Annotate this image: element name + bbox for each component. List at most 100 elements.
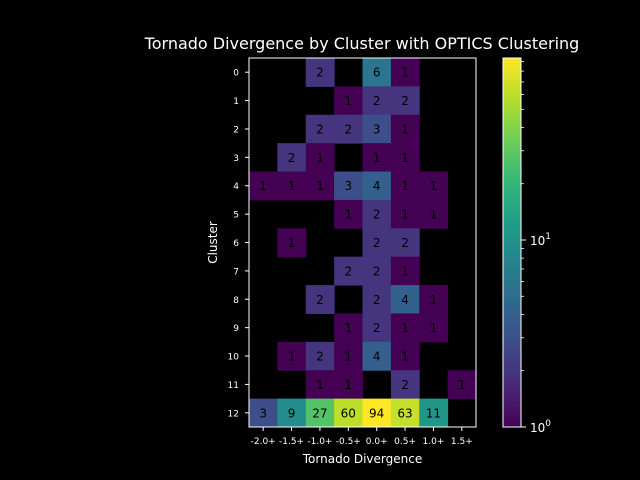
heatmap-cell xyxy=(419,398,449,428)
heatmap-cell xyxy=(277,398,307,428)
heatmap-cell xyxy=(334,398,363,428)
colorbar-gradient xyxy=(502,57,522,428)
y-tick-label: 10 xyxy=(228,353,240,363)
cell-value-label: 2 xyxy=(401,236,409,250)
y-tick-label: 9 xyxy=(233,324,239,334)
heatmap-cell xyxy=(390,86,420,116)
heatmap-cell xyxy=(334,313,363,343)
y-tick-label: 8 xyxy=(233,296,239,306)
heatmap-cell xyxy=(277,341,307,371)
cell-value-label: 2 xyxy=(373,94,381,108)
heatmap-cell xyxy=(390,313,420,343)
cell-value-label: 3 xyxy=(344,179,352,193)
heatmap-cell xyxy=(362,256,392,286)
heatmap-cell xyxy=(305,341,335,371)
cell-value-label: 1 xyxy=(344,94,352,108)
cell-value-label: 2 xyxy=(288,151,296,165)
heatmap-cell xyxy=(362,143,392,173)
heatmap-cell xyxy=(362,285,392,314)
cell-value-label: 1 xyxy=(316,378,324,392)
cell-value-label: 1 xyxy=(401,208,409,222)
cell-value-label: 1 xyxy=(288,350,296,364)
heatmap-cell xyxy=(305,370,335,400)
heatmap-cell xyxy=(419,171,449,201)
cell-value-label: 63 xyxy=(397,406,412,420)
cell-value-label: 2 xyxy=(373,208,381,222)
cell-value-label: 2 xyxy=(344,122,352,136)
cell-value-label: 1 xyxy=(401,264,409,278)
heatmap-cell xyxy=(390,256,420,286)
heatmap-cell xyxy=(419,285,449,314)
cell-value-label: 1 xyxy=(458,378,466,392)
heatmap-cell xyxy=(305,143,335,173)
heatmap-cell xyxy=(362,86,392,116)
cell-value-label: 2 xyxy=(316,122,324,136)
heatmap-cell xyxy=(362,58,392,87)
heatmap-cell xyxy=(305,171,335,201)
heatmap-cell xyxy=(390,285,420,314)
heatmap-cell xyxy=(447,370,477,400)
heatmap-cell xyxy=(390,341,420,371)
x-tick-label: -1.0+ xyxy=(307,437,332,447)
x-axis-label: Tornado Divergence xyxy=(302,452,422,466)
cell-value-label: 1 xyxy=(344,378,352,392)
heatmap-cell xyxy=(334,256,363,286)
cell-value-label: 4 xyxy=(373,350,381,364)
heatmap-cell xyxy=(362,199,392,229)
x-tick-label: -1.5+ xyxy=(279,437,304,447)
cell-value-label: 3 xyxy=(259,406,267,420)
heatmap-cell xyxy=(362,398,392,428)
x-tick-label: 0.5+ xyxy=(394,437,416,447)
cell-value-label: 1 xyxy=(316,179,324,193)
x-tick-label: -2.0+ xyxy=(251,437,276,447)
y-tick-label: 7 xyxy=(233,267,239,277)
x-axis-ticks: -2.0+ -1.5+ -1.0+ -0.5+ 0.0+ 0.5+ 1.0+ 1.5+ xyxy=(251,427,473,447)
x-tick-label: 0.0+ xyxy=(366,437,388,447)
heatmap-cell xyxy=(334,370,363,400)
cell-value-label: 1 xyxy=(259,179,267,193)
heatmap-cell xyxy=(334,114,363,144)
heatmap-cell xyxy=(390,114,420,144)
heatmap-cell xyxy=(249,398,278,428)
y-tick-label: 0 xyxy=(233,69,239,79)
cell-value-label: 1 xyxy=(344,350,352,364)
heatmap-cell xyxy=(390,228,420,258)
x-tick-label: 1.5+ xyxy=(451,437,473,447)
heatmap-cell xyxy=(277,143,307,173)
cell-value-label: 94 xyxy=(369,406,384,420)
y-tick-label: 6 xyxy=(233,239,239,249)
cell-value-label: 1 xyxy=(373,151,381,165)
cell-value-label: 9 xyxy=(288,406,296,420)
y-tick-label: 2 xyxy=(233,125,239,135)
heatmap-cell xyxy=(362,114,392,144)
heatmap-cell xyxy=(305,285,335,314)
cell-value-label: 2 xyxy=(316,350,324,364)
x-tick-label: -0.5+ xyxy=(336,437,361,447)
heatmap-cell xyxy=(277,228,307,258)
cell-value-label: 1 xyxy=(401,66,409,80)
y-axis-label: Cluster xyxy=(206,221,220,264)
cell-value-label: 1 xyxy=(401,151,409,165)
heatmap-cell xyxy=(305,58,335,87)
cell-value-label: 4 xyxy=(401,293,409,307)
cell-value-label: 11 xyxy=(426,406,441,420)
cell-value-label: 6 xyxy=(373,66,381,80)
cell-value-label: 1 xyxy=(316,151,324,165)
cell-value-label: 1 xyxy=(401,179,409,193)
heatmap-cell xyxy=(362,171,392,201)
heatmap-cell xyxy=(305,398,335,428)
cell-value-label: 1 xyxy=(430,208,438,222)
y-tick-label: 1 xyxy=(233,97,239,107)
cell-value-label: 2 xyxy=(401,378,409,392)
cell-value-label: 3 xyxy=(373,122,381,136)
heatmap-cell xyxy=(390,370,420,400)
heatmap-cell xyxy=(362,341,392,371)
heatmap-cells: 2 6 11 2 22 2 3 12 1 1 11 1 1 3 4 1 11 2 1 11 2 22 2 12 2 4 11 2 1 11… xyxy=(249,58,477,428)
heatmap-cell xyxy=(277,171,307,201)
cell-value-label: 1 xyxy=(344,208,352,222)
heatmap-cell xyxy=(249,171,278,201)
cell-value-label: 60 xyxy=(341,406,356,420)
cell-value-label: 1 xyxy=(344,321,352,335)
